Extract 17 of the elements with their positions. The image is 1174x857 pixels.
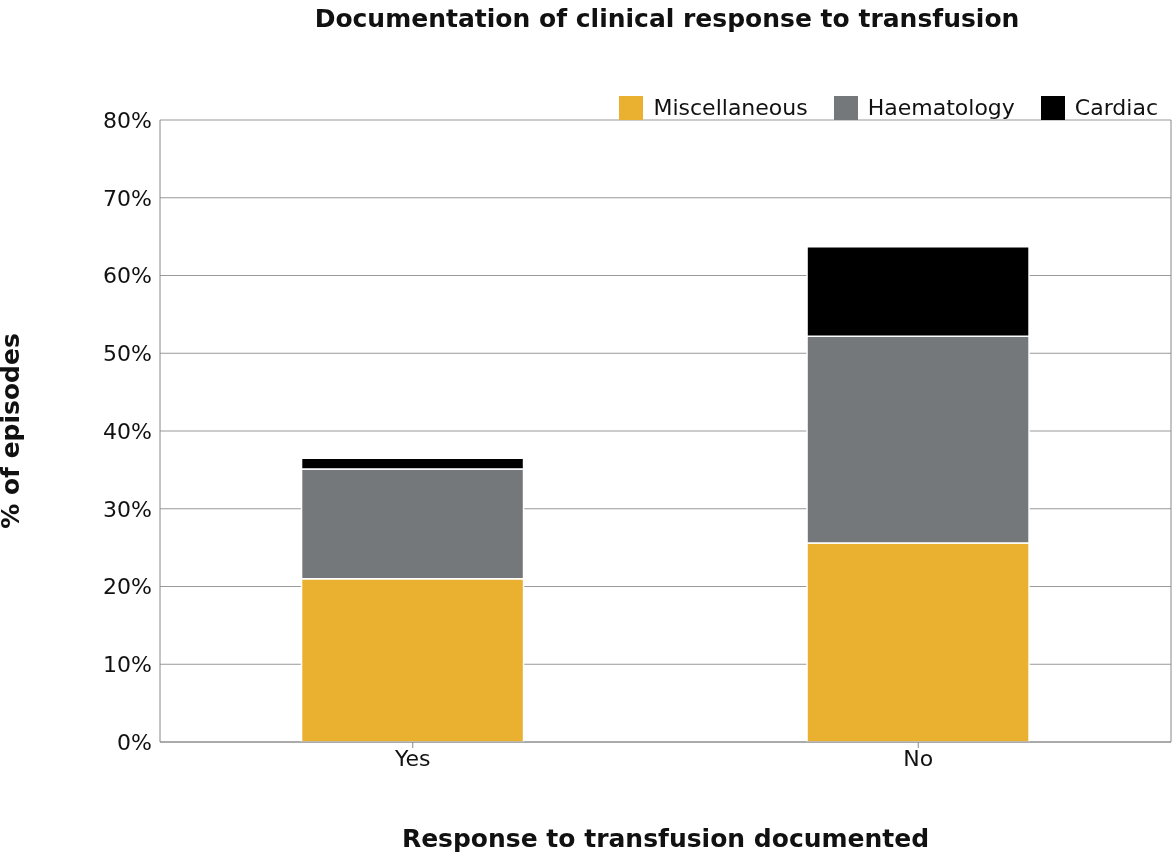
y-tick-label: 70% <box>103 185 152 211</box>
y-tick-label: 80% <box>103 107 152 133</box>
y-tick-label: 60% <box>103 263 152 289</box>
y-tick-label: 0% <box>117 729 152 755</box>
legend-label: Haematology <box>867 95 1015 120</box>
y-tick-label: 20% <box>103 574 152 600</box>
legend-label: Miscellaneous <box>653 95 808 120</box>
x-tick-label: No <box>903 745 934 771</box>
y-tick-label: 40% <box>103 418 152 444</box>
y-axis-title: % of episodes <box>0 333 25 529</box>
x-axis-title: Response to transfusion documented <box>401 824 930 853</box>
y-tick-label: 50% <box>103 341 152 367</box>
legend-label: Cardiac <box>1074 95 1158 120</box>
x-tick-label: Yes <box>393 745 431 771</box>
chart-title: Documentation of clinical response to transfusion <box>313 4 1021 33</box>
y-tick-label: 30% <box>103 496 152 522</box>
y-tick-label: 10% <box>103 652 152 678</box>
